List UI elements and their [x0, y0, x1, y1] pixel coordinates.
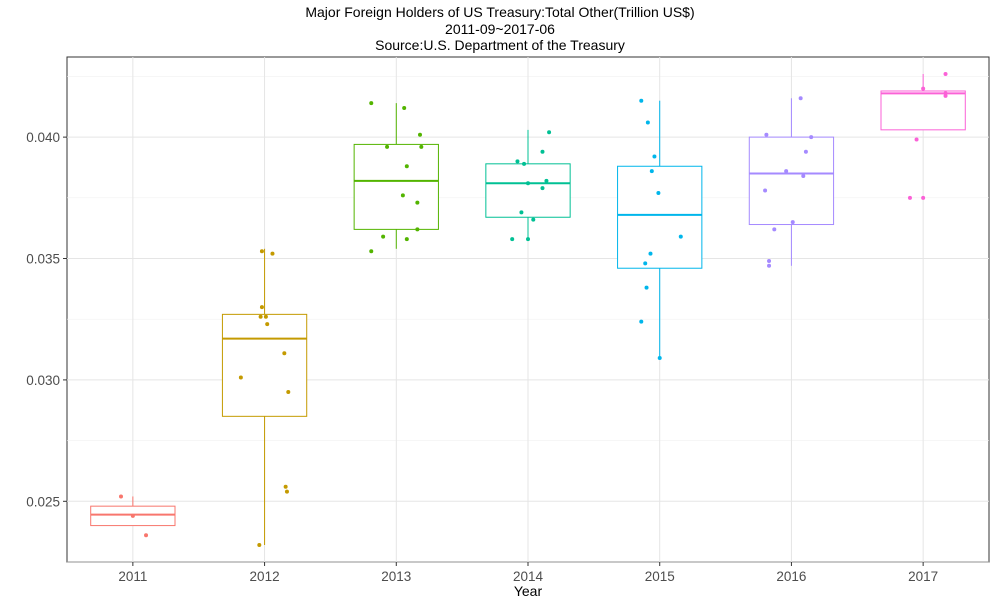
data-point: [784, 169, 789, 174]
boxes-layer: [90, 73, 966, 546]
data-point: [238, 375, 243, 380]
data-point: [404, 164, 409, 169]
box-body: [880, 90, 966, 131]
data-point: [639, 98, 644, 103]
data-point: [652, 154, 657, 159]
data-point: [767, 258, 772, 263]
data-point: [914, 137, 919, 142]
data-point: [803, 149, 808, 154]
y-tick-label: 0.025: [26, 494, 60, 509]
data-point: [381, 234, 386, 239]
data-point: [369, 249, 374, 254]
y-tick-label: 0.040: [26, 130, 60, 145]
data-point: [144, 533, 149, 538]
data-point: [943, 93, 948, 98]
x-tick-label: 2017: [908, 569, 938, 584]
box-body: [617, 165, 703, 269]
chart-source: Source:U.S. Department of the Treasury: [375, 37, 625, 53]
data-point: [402, 105, 407, 110]
y-tick-label: 0.035: [26, 252, 60, 267]
data-point: [130, 513, 135, 518]
data-point: [649, 169, 654, 174]
data-point: [519, 210, 524, 215]
data-point: [798, 96, 803, 101]
data-point: [404, 237, 409, 242]
data-point: [921, 86, 926, 91]
data-point: [258, 314, 263, 319]
data-point: [385, 144, 390, 149]
x-tick-label: 2013: [381, 569, 411, 584]
data-point: [644, 285, 649, 290]
box-2015: [617, 100, 703, 359]
data-point: [515, 159, 520, 164]
data-point: [419, 144, 424, 149]
data-point: [369, 101, 374, 106]
data-point: [801, 173, 806, 178]
x-axis-title: Year: [514, 583, 543, 599]
data-point: [526, 181, 530, 186]
data-point: [265, 322, 270, 327]
chart-subtitle: 2011-09~2017-06: [445, 20, 555, 37]
data-point: [643, 261, 648, 266]
x-tick-label: 2016: [776, 569, 806, 584]
data-point: [257, 543, 262, 548]
data-point: [270, 251, 275, 256]
data-point: [286, 390, 291, 395]
data-point: [678, 234, 683, 239]
data-point: [531, 217, 536, 222]
data-point: [907, 195, 912, 200]
x-tick-label: 2014: [513, 569, 544, 584]
data-point: [284, 489, 289, 494]
box-body: [221, 313, 308, 417]
box-2012: [221, 248, 308, 546]
data-point: [639, 319, 644, 324]
data-point: [259, 249, 264, 254]
data-point: [648, 251, 653, 256]
box-2014: [485, 129, 571, 240]
data-point: [400, 193, 405, 198]
x-tick-label: 2011: [118, 569, 147, 584]
box-body: [353, 143, 439, 230]
y-axis: 0.025 0.030 0.035 0.040: [26, 130, 67, 509]
data-point: [540, 149, 545, 154]
data-point: [921, 195, 926, 200]
data-point: [522, 161, 527, 166]
data-point: [417, 132, 422, 137]
data-point: [767, 263, 772, 268]
data-point: [657, 356, 662, 361]
data-point: [809, 135, 814, 140]
data-point: [526, 237, 530, 242]
box-body: [485, 163, 571, 218]
data-point: [772, 227, 777, 232]
data-point: [790, 220, 795, 225]
data-point: [415, 200, 420, 205]
data-point: [656, 190, 661, 195]
data-point: [540, 186, 545, 191]
box-2017: [880, 73, 966, 131]
data-point: [282, 351, 287, 356]
data-point: [764, 132, 769, 137]
y-tick-label: 0.030: [26, 373, 60, 388]
data-point: [943, 71, 948, 76]
data-point: [547, 130, 552, 135]
chart-title: Major Foreign Holders of US Treasury:Tot…: [305, 4, 695, 20]
data-point: [415, 227, 420, 232]
box-body: [748, 136, 835, 226]
x-tick-label: 2015: [645, 569, 675, 584]
box-2013: [353, 103, 439, 249]
x-axis: 2011 2012 2013 2014 2015 2016 2017: [118, 562, 938, 584]
data-point: [645, 120, 650, 125]
data-point: [263, 314, 268, 319]
data-point: [544, 178, 549, 183]
data-point: [259, 305, 264, 310]
title-block: Major Foreign Holders of US Treasury:Tot…: [0, 4, 1000, 54]
data-point: [283, 484, 288, 489]
data-point: [119, 494, 124, 499]
x-tick-label: 2012: [250, 569, 280, 584]
data-point: [763, 188, 768, 193]
points-layer: [119, 71, 948, 548]
box-2016: [748, 98, 835, 266]
data-point: [510, 237, 515, 242]
